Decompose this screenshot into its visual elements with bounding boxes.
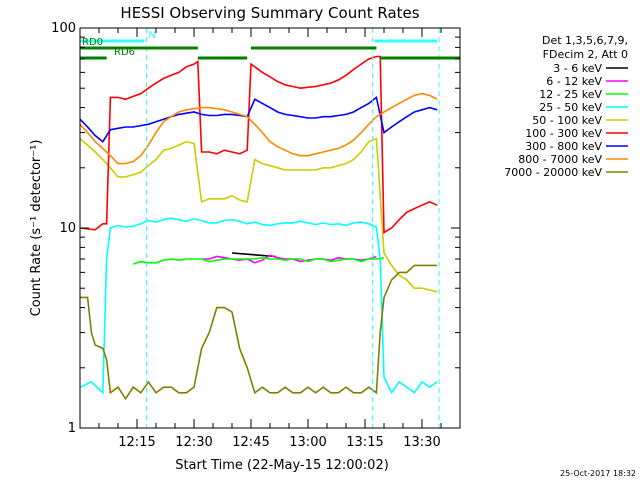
- print-timestamp: 25-Oct-2017 18:32: [560, 469, 636, 478]
- flag-label-rd6: RD6: [114, 47, 135, 58]
- series-50-100-kev: [79, 137, 438, 293]
- y-axis-label: Count Rate (s⁻¹ detector⁻¹): [29, 140, 44, 317]
- series-800-7000-kev: [79, 92, 438, 165]
- series-25-50-kev: [79, 217, 438, 395]
- x-tick-label: 12:15: [118, 435, 155, 450]
- flag-layer: N RD0 RD6: [80, 28, 460, 428]
- legend-label-7000-20000-kev: 7000 - 20000 keV: [504, 166, 602, 179]
- legend: Det 1,3,5,6,7,9,FDecim 2, Att 03 - 6 keV…: [504, 34, 628, 179]
- x-tick-label: 12:30: [175, 435, 212, 450]
- plot-frame: [79, 27, 461, 429]
- legend-label-3-6-kev: 3 - 6 keV: [553, 62, 602, 75]
- legend-label-100-300-kev: 100 - 300 keV: [525, 127, 602, 140]
- legend-label-6-12-kev: 6 - 12 keV: [546, 75, 602, 88]
- x-tick-label: 13:00: [289, 435, 326, 450]
- ticks-layer: 1 10 100 12:15 12:30 12:45 13:00 13:15 13:30: [51, 21, 461, 450]
- x-tick-label: 12:45: [232, 435, 269, 450]
- y-tick-label: 1: [68, 421, 76, 436]
- x-tick-label: 13:30: [403, 435, 440, 450]
- x-tick-label: 13:15: [346, 435, 383, 450]
- flag-label-rd0: RD0: [82, 37, 103, 48]
- legend-header: FDecim 2, Att 0: [543, 48, 628, 61]
- flag-label-n: N: [148, 30, 155, 41]
- series-300-800-kev: [79, 95, 438, 143]
- y-tick-label: 100: [51, 21, 76, 36]
- series-12-25-kev: [132, 256, 385, 265]
- legend-header: Det 1,3,5,6,7,9,: [542, 34, 628, 47]
- legend-label-12-25-kev: 12 - 25 keV: [539, 88, 602, 101]
- series-100-300-kev: [79, 55, 438, 234]
- legend-label-300-800-kev: 300 - 800 keV: [525, 140, 602, 153]
- series-7000-20000-kev: [80, 264, 438, 401]
- chart-title: HESSI Observing Summary Count Rates: [120, 4, 419, 22]
- y-tick-label: 10: [59, 221, 76, 236]
- legend-label-50-100-kev: 50 - 100 keV: [532, 114, 602, 127]
- legend-label-800-7000-kev: 800 - 7000 keV: [518, 153, 602, 166]
- series-layer: [79, 55, 438, 401]
- legend-label-25-50-kev: 25 - 50 keV: [539, 101, 602, 114]
- x-axis-label: Start Time (22-May-15 12:00:02): [175, 458, 389, 473]
